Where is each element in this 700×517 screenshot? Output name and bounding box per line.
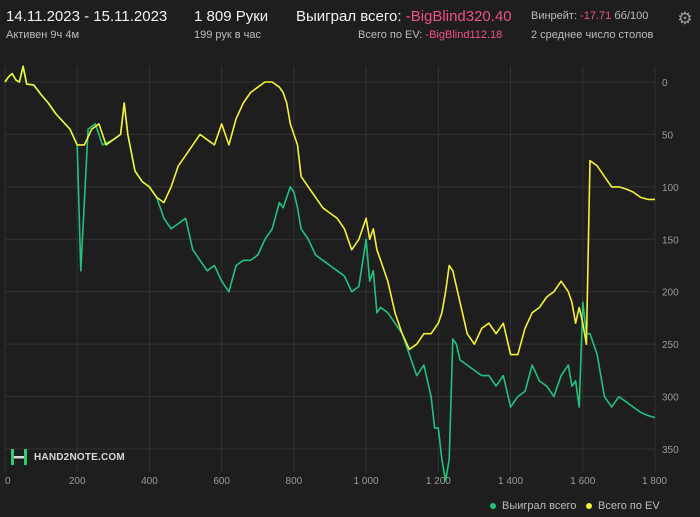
legend-item-ev[interactable]: Всего по EV [586, 498, 660, 514]
legend-label-won: Выиграл всего [502, 500, 577, 512]
y-tick-label: 300 [662, 393, 679, 404]
x-tick-label: 0 [5, 476, 11, 487]
x-tick-label: 1 800 [642, 476, 667, 487]
h2n-logo-icon [11, 449, 27, 465]
y-tick-label: 350 [662, 445, 679, 456]
active-duration: Активен 9ч 4м [6, 29, 80, 41]
x-axis-ticks: 0 200 400 600 800 1 000 1 200 1 400 1 600 1 800 [5, 476, 667, 487]
legend-swatch-ev [586, 503, 592, 509]
profit-graph: 0 50 100 150 200 250 300 350 0 200 400 600 800 1 000… [4, 65, 679, 487]
logo-text: HAND2NOTE.COM [34, 451, 125, 463]
winrate: Винрейт: -17.71 бб/100 [531, 10, 648, 22]
hands-per-hour: 199 рук в час [194, 29, 262, 41]
hand2note-logo: HAND2NOTE.COM [10, 448, 125, 466]
ev-label: Всего по EV: [358, 29, 423, 41]
x-tick-label: 400 [141, 476, 158, 487]
x-tick-label: 600 [213, 476, 230, 487]
legend-item-won[interactable]: Выиграл всего [490, 498, 576, 514]
ev-total: Всего по EV: -BigBlind112.18 [358, 29, 502, 41]
winrate-label: Винрейт: [531, 10, 578, 22]
y-tick-label: 50 [662, 130, 674, 141]
chart-grid [4, 66, 656, 472]
winrate-unit: бб/100 [614, 10, 649, 22]
x-tick-label: 1 400 [498, 476, 523, 487]
x-tick-label: 800 [286, 476, 303, 487]
date-range: 14.11.2023 - 15.11.2023 [6, 8, 168, 25]
won-label: Выиграл всего: [296, 8, 402, 25]
x-tick-label: 1 600 [570, 476, 595, 487]
x-tick-label: 200 [69, 476, 86, 487]
y-axis-ticks: 0 50 100 150 200 250 300 350 [662, 78, 679, 456]
legend-swatch-won [490, 503, 496, 509]
y-tick-label: 150 [662, 235, 679, 246]
y-tick-label: 0 [662, 78, 668, 89]
y-tick-label: 200 [662, 288, 679, 299]
series-line-ev [4, 65, 655, 356]
series-lines [4, 65, 656, 482]
won-total: Выиграл всего: -BigBlind320.40 [296, 8, 512, 25]
y-tick-label: 100 [662, 183, 679, 194]
ev-value: -BigBlind112.18 [425, 29, 503, 41]
x-tick-label: 1 200 [426, 476, 451, 487]
gear-icon[interactable]: ⚙ [677, 9, 693, 28]
series-line-won [4, 65, 656, 482]
won-value: -BigBlind320.40 [405, 8, 512, 25]
x-tick-label: 1 000 [354, 476, 379, 487]
hands-count: 1 809 Руки [194, 8, 269, 25]
session-summary-header: 14.11.2023 - 15.11.2023 Активен 9ч 4м 1 … [0, 0, 700, 46]
legend-label-ev: Всего по EV [598, 500, 660, 512]
y-tick-label: 250 [662, 340, 679, 351]
winrate-value: -17.71 [580, 10, 612, 22]
avg-tables: 2 среднее число столов [531, 29, 654, 41]
